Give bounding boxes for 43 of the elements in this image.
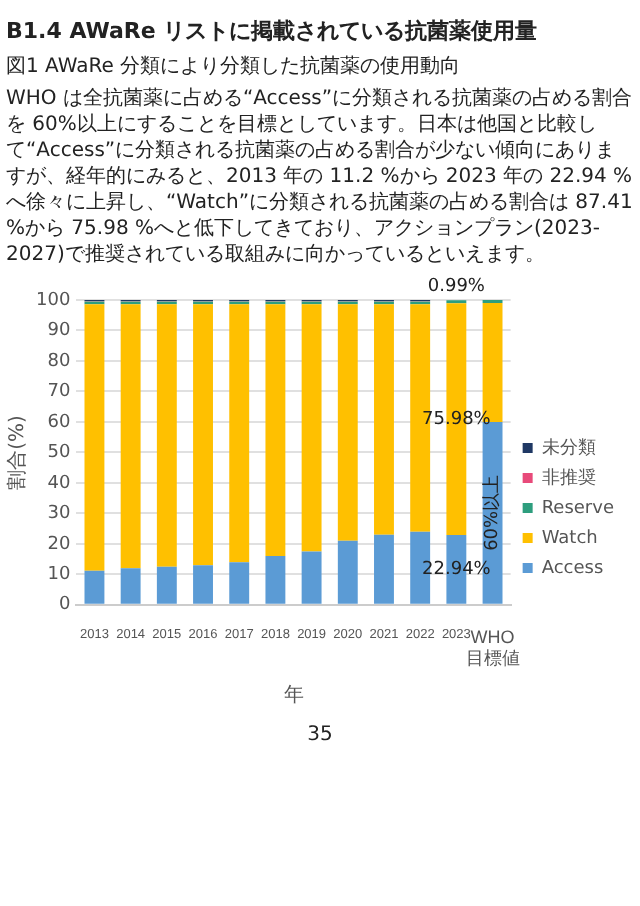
y-tick-label: 10 xyxy=(47,565,71,586)
bar xyxy=(265,304,286,557)
bar xyxy=(301,551,322,604)
bar xyxy=(193,304,213,566)
y-tick-label: 30 xyxy=(47,504,71,525)
y-tick-label: 50 xyxy=(47,443,71,464)
bar xyxy=(374,304,394,535)
legend-label: 未分類 xyxy=(541,436,596,459)
y-tick-label: 20 xyxy=(47,534,71,555)
y-tick-label: 40 xyxy=(47,473,71,494)
bar xyxy=(193,565,213,604)
y-tick-label: 80 xyxy=(47,351,71,372)
legend-label: Watch xyxy=(541,528,598,549)
text: 35 xyxy=(305,724,335,746)
x-axis-title: 年 xyxy=(283,683,304,708)
text: WHO は全抗菌薬に占める“Access”に分類される抗菌薬の占める割合を 60%以上にすることを目標としています。日本は他国と比較して“Access”に分類される抗菌薬の占める割合が少ない傾向にありますが、経年的にみると、2013 年の 11.2 %から 2023 年の 22.94 %へ徐々に上昇し、“Watch”に分類される抗菌薬の占める割合は 87.41 %から 75.98 %へと低下してきており、アクションプラン(2023-2027)で推奨されている取組みに向かっているといえます。 xyxy=(6,86,634,268)
bar xyxy=(337,304,358,541)
bar xyxy=(84,570,105,604)
y-tick-label: 0 xyxy=(58,595,71,616)
chart-title: B1.4 AWaRe リストに掲載されている抗菌薬使用量 xyxy=(6,16,540,46)
bar xyxy=(229,562,250,604)
data-label: 60%以上 xyxy=(481,474,504,551)
legend-label: 非推奨 xyxy=(541,466,596,489)
bar xyxy=(120,304,141,569)
y-axis-title: 割合(%) xyxy=(5,414,30,490)
bar xyxy=(265,556,286,604)
bar xyxy=(374,534,394,604)
bar xyxy=(156,304,177,567)
y-tick-label: 70 xyxy=(47,382,71,403)
bar xyxy=(229,304,250,563)
bar xyxy=(337,540,358,604)
bar xyxy=(84,304,105,571)
data-label: 0.99% xyxy=(427,276,486,297)
bar xyxy=(301,304,322,552)
bar xyxy=(120,568,141,604)
y-tick-label: 60 xyxy=(47,412,71,433)
data-label: 22.94% xyxy=(422,560,492,581)
legend-label: Reserve xyxy=(541,498,615,519)
chart-subtitle: 図1 AWaRe 分類により分類した抗菌薬の使用動向 xyxy=(6,53,463,80)
legend-label: Access xyxy=(541,558,604,579)
y-tick-label: 90 xyxy=(47,321,71,342)
y-tick-label: 100 xyxy=(35,290,71,311)
bar xyxy=(156,566,177,604)
